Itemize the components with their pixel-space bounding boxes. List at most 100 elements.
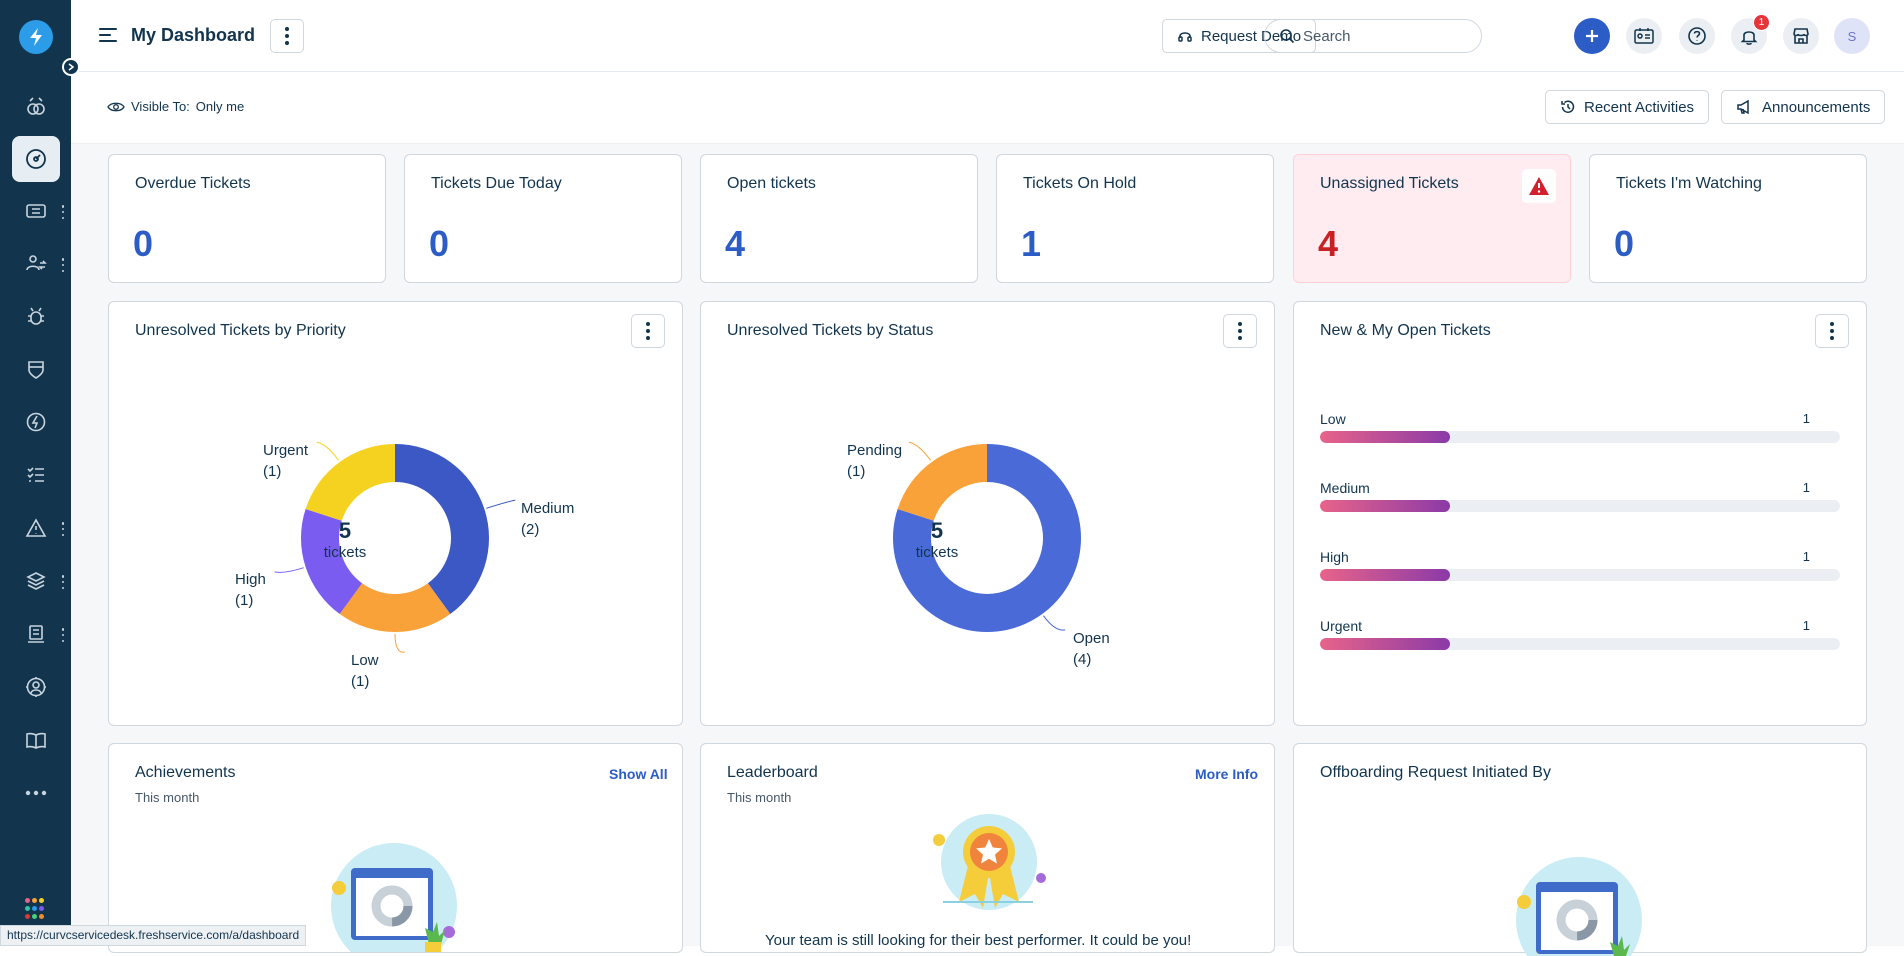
sidebar-item-tickets[interactable] bbox=[12, 188, 60, 234]
stat-card-open[interactable]: Open tickets 4 bbox=[700, 154, 978, 283]
sidebar-item-tasks[interactable] bbox=[12, 452, 60, 498]
notification-count-badge: 1 bbox=[1753, 14, 1770, 31]
label-count: (2) bbox=[521, 521, 540, 538]
bar-fill bbox=[1320, 569, 1450, 581]
donut-slice-high[interactable] bbox=[301, 508, 363, 615]
stat-title: Overdue Tickets bbox=[135, 175, 251, 192]
label-low: Low (1) bbox=[351, 650, 379, 692]
stat-card-unassigned[interactable]: Unassigned Tickets 4 bbox=[1293, 154, 1571, 283]
donut-slice-open[interactable] bbox=[893, 444, 1081, 632]
donut-slice-urgent[interactable] bbox=[305, 444, 395, 521]
bar-track bbox=[1320, 638, 1840, 650]
apps-grid-icon[interactable] bbox=[25, 898, 47, 920]
status-donut-chart bbox=[893, 441, 1081, 632]
donut-slice-pending[interactable] bbox=[897, 444, 987, 521]
hamburger-menu-icon[interactable] bbox=[99, 28, 117, 42]
donut-center-label: 5 tickets bbox=[897, 518, 977, 561]
marketplace-button[interactable] bbox=[1783, 18, 1819, 54]
headset-icon bbox=[1178, 32, 1192, 42]
sidebar-item-changes[interactable] bbox=[12, 346, 60, 392]
widget-options-button[interactable] bbox=[631, 314, 665, 348]
contact-card-button[interactable] bbox=[1626, 18, 1662, 54]
visibility-indicator[interactable]: Visible To: Only me bbox=[107, 99, 244, 114]
search-input[interactable]: Search bbox=[1264, 19, 1482, 53]
bar-fill bbox=[1320, 431, 1450, 443]
ticket-icon bbox=[26, 204, 46, 218]
priority-bar-row[interactable]: Urgent 1 bbox=[1320, 618, 1840, 650]
assets-more-icon[interactable] bbox=[60, 575, 66, 589]
leader-line bbox=[1043, 615, 1066, 631]
sidebar-item-assets[interactable] bbox=[12, 558, 60, 604]
sidebar-item-users[interactable] bbox=[12, 664, 60, 710]
book-open-icon bbox=[26, 732, 46, 749]
dashboard-options-button[interactable] bbox=[270, 19, 304, 53]
stat-card-overdue[interactable]: Overdue Tickets 0 bbox=[108, 154, 386, 283]
show-all-link[interactable]: Show All bbox=[609, 766, 668, 782]
widget-options-button[interactable] bbox=[1815, 314, 1849, 348]
donut-center-value: 5 bbox=[338, 518, 352, 543]
stat-card-watching[interactable]: Tickets I'm Watching 0 bbox=[1589, 154, 1867, 283]
gauge-icon bbox=[26, 149, 46, 169]
label-medium: Medium (2) bbox=[521, 498, 574, 540]
sidebar-item-home[interactable] bbox=[12, 136, 60, 182]
bar-fill bbox=[1320, 500, 1450, 512]
requests-more-icon[interactable] bbox=[60, 258, 66, 272]
tickets-more-icon[interactable] bbox=[60, 205, 66, 219]
priority-bar-row[interactable]: High 1 bbox=[1320, 549, 1840, 581]
donut-slice-medium[interactable] bbox=[395, 444, 489, 615]
sidebar-item-solutions[interactable] bbox=[12, 717, 60, 763]
stat-card-due-today[interactable]: Tickets Due Today 0 bbox=[404, 154, 682, 283]
user-target-icon bbox=[26, 677, 46, 697]
sidebar-item-releases[interactable] bbox=[12, 399, 60, 445]
sidebar-item-more[interactable] bbox=[12, 770, 60, 816]
sidebar-item-requests[interactable] bbox=[12, 241, 60, 287]
purchases-more-icon[interactable] bbox=[60, 628, 66, 642]
help-button[interactable] bbox=[1679, 18, 1715, 54]
widget-title: New & My Open Tickets bbox=[1320, 322, 1491, 339]
user-avatar[interactable]: S bbox=[1834, 18, 1870, 54]
notifications-button[interactable]: 1 bbox=[1731, 14, 1770, 54]
label-urgent: Urgent (1) bbox=[263, 440, 308, 482]
stat-card-on-hold[interactable]: Tickets On Hold 1 bbox=[996, 154, 1274, 283]
recent-activities-button[interactable]: Recent Activities bbox=[1545, 90, 1710, 124]
achievements-illustration bbox=[331, 843, 457, 952]
shield-icon bbox=[28, 361, 44, 379]
widget-offboarding: Offboarding Request Initiated By bbox=[1293, 743, 1867, 956]
widget-subtitle: This month bbox=[727, 790, 792, 805]
sidebar-item-alerts[interactable] bbox=[12, 505, 60, 551]
widget-new-open: New & My Open Tickets Low 1 Medium 1 High 1 Ur… bbox=[1293, 301, 1867, 726]
donut-center-value: 5 bbox=[930, 518, 944, 543]
vertical-dots-icon bbox=[1830, 322, 1834, 340]
more-info-link[interactable]: More Info bbox=[1195, 766, 1258, 782]
widget-options-button[interactable] bbox=[1223, 314, 1257, 348]
sidebar-item-problems[interactable] bbox=[12, 294, 60, 340]
document-stack-icon bbox=[28, 625, 44, 643]
alerts-more-icon[interactable] bbox=[60, 522, 66, 536]
stat-value: 1 bbox=[1021, 223, 1042, 264]
label-count: (1) bbox=[351, 673, 370, 690]
add-new-button[interactable] bbox=[1574, 18, 1610, 54]
sidebar-expand-icon[interactable] bbox=[62, 58, 80, 76]
label-open: Open (4) bbox=[1073, 628, 1110, 670]
bar-count: 1 bbox=[1802, 549, 1810, 564]
freshservice-logo-icon[interactable] bbox=[19, 20, 53, 54]
leader-line bbox=[486, 499, 516, 509]
visible-to-label: Visible To: bbox=[131, 99, 190, 114]
label-name: Medium bbox=[521, 500, 575, 517]
vertical-dots-icon bbox=[285, 27, 289, 45]
stat-title: Open tickets bbox=[727, 175, 816, 192]
priority-bar-row[interactable]: Medium 1 bbox=[1320, 480, 1840, 512]
search-placeholder: Search bbox=[1303, 27, 1351, 45]
dashboard-rings-icon bbox=[27, 97, 45, 115]
status-bar-url: https://curvcservicedesk.freshservice.co… bbox=[0, 925, 307, 946]
priority-bar-row[interactable]: Low 1 bbox=[1320, 411, 1840, 443]
label-count: (1) bbox=[263, 463, 282, 480]
bar-label: Low bbox=[1320, 411, 1346, 427]
announcements-label: Announcements bbox=[1762, 98, 1871, 116]
sidebar-item-purchases[interactable] bbox=[12, 611, 60, 657]
sidebar-item-dashboards[interactable] bbox=[12, 84, 60, 130]
layers-icon bbox=[26, 572, 46, 590]
announcements-button[interactable]: Announcements bbox=[1721, 90, 1886, 124]
bell-icon bbox=[1740, 31, 1758, 45]
donut-slice-low[interactable] bbox=[339, 583, 451, 632]
